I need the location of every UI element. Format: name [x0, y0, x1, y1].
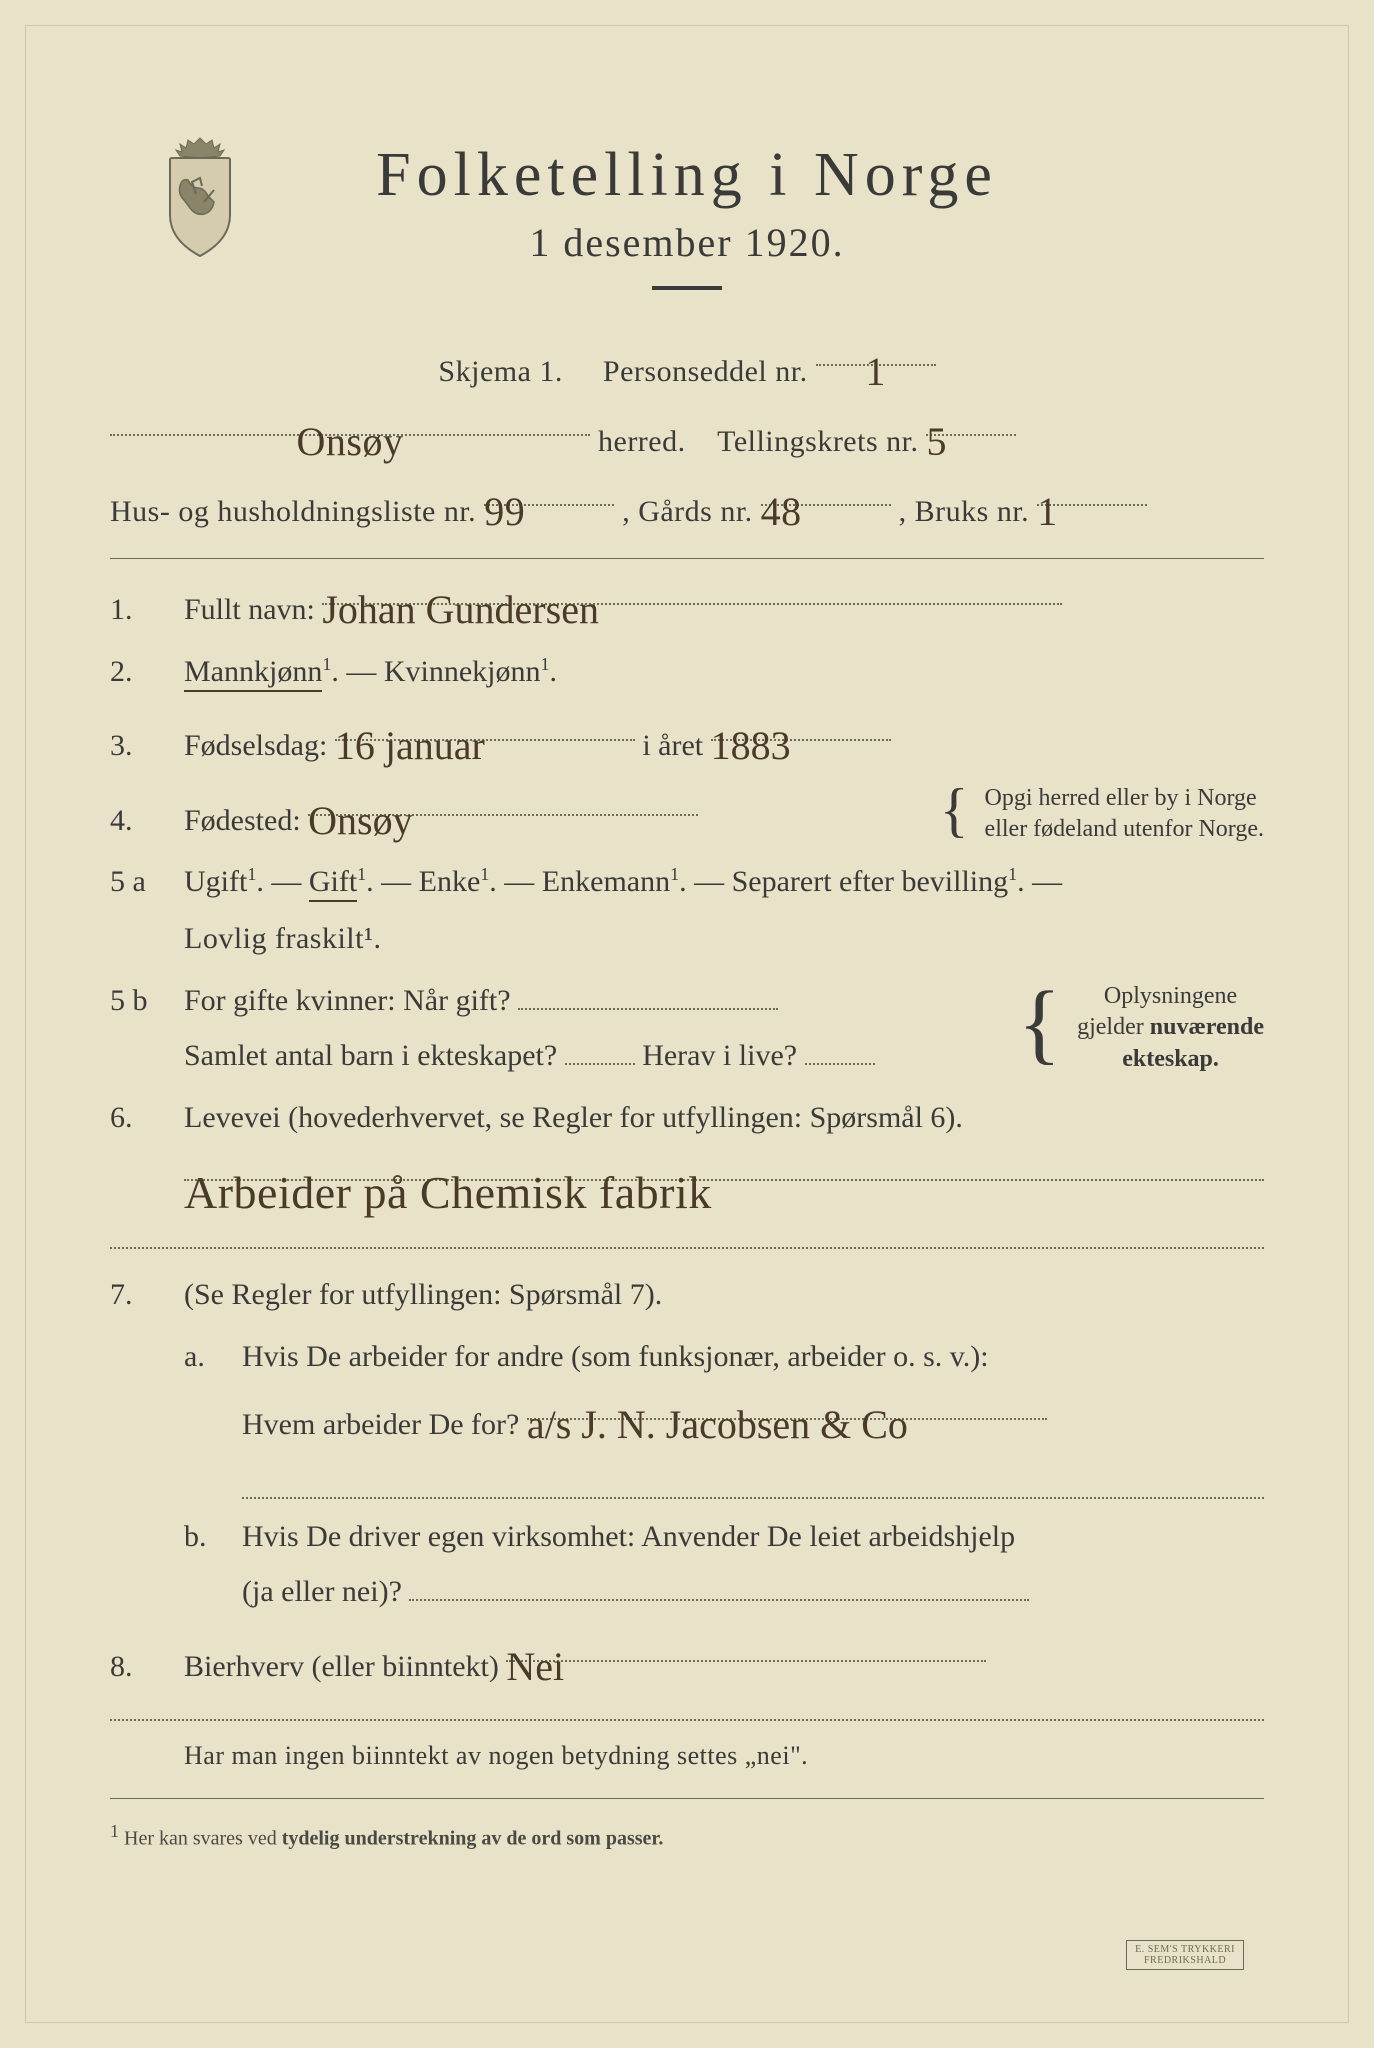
q7-row: 7. (Se Regler for utfyllingen: Spørsmål … — [110, 1267, 1264, 1323]
q3-day: 16 januar — [335, 723, 485, 768]
q6-num: 6. — [110, 1101, 166, 1135]
q5b-sidenote: Oplysningene gjelder nuværende ekteskap. — [1077, 981, 1264, 1075]
footer-separator — [110, 1798, 1264, 1799]
stamp-l2: FREDRIKSHALD — [1144, 1955, 1226, 1966]
header-separator — [110, 558, 1264, 559]
q1-label: Fullt navn: — [184, 593, 315, 626]
q2-num: 2. — [110, 655, 166, 689]
skjema-label: Skjema 1. — [438, 355, 563, 388]
herred-line: Onsøy herred. Tellingskrets nr. 5 — [110, 400, 1264, 470]
q2-sup2: 1 — [540, 654, 549, 674]
q6-label: Levevei (hovederhvervet, se Regler for u… — [184, 1101, 963, 1134]
q5a-row2: Lovlig fraskilt¹. — [110, 910, 1264, 967]
q1-row: 1. Fullt navn: Johan Gundersen — [110, 569, 1264, 638]
q2-sup1: 1 — [322, 654, 331, 674]
q5b-note3: ekteskap. — [1122, 1046, 1219, 1072]
q5a-gift: Gift — [309, 865, 357, 902]
q3-label: Fødselsdag: — [184, 729, 327, 762]
q7a-l2: Hvem arbeider De for? — [242, 1408, 519, 1441]
husliste-label: Hus- og husholdningsliste nr. — [110, 495, 476, 528]
printer-stamp: E. SEM'S TRYKKERI FREDRIKSHALD — [1126, 1940, 1244, 1970]
q5a-opts2: Lovlig fraskilt¹. — [184, 922, 381, 955]
q6-answer-line: Arbeider på Chemisk fabrik — [110, 1145, 1264, 1223]
q4-note1: Opgi herred eller by i Norge — [985, 785, 1257, 811]
q6-blank-line — [110, 1227, 1264, 1249]
footnote-text: 1 Her kan svares ved tydelig understrekn… — [110, 1821, 1264, 1851]
q4-num: 4. — [110, 804, 166, 838]
q3-row: 3. Fødselsdag: 16 januar i året 1883 — [110, 705, 1264, 774]
q7b-num: b. — [184, 1520, 224, 1554]
q7-label: (Se Regler for utfyllingen: Spørsmål 7). — [184, 1278, 662, 1311]
q5a-row: 5 a Ugift1. — Gift1. — Enke1. — Enkemann… — [110, 854, 1264, 910]
q5b-line2a: Samlet antal barn i ekteskapet? — [184, 1039, 557, 1072]
main-title: Folketelling i Norge — [110, 140, 1264, 211]
q5b-note1: Oplysningene — [1104, 983, 1237, 1009]
q6-row: 6. Levevei (hovederhvervet, se Regler fo… — [110, 1090, 1264, 1146]
sub-title: 1 desember 1920. — [110, 219, 1264, 266]
coat-of-arms-icon — [150, 130, 250, 260]
q8-blank — [110, 1698, 1264, 1720]
q7-num: 7. — [110, 1278, 166, 1312]
q7a-num: a. — [184, 1340, 224, 1374]
q5b-num: 5 b — [110, 984, 166, 1018]
q5a-num: 5 a — [110, 865, 166, 899]
q4-sidenote: Opgi herred eller by i Norge eller fødel… — [985, 783, 1264, 845]
q6-value: Arbeider på Chemisk fabrik — [184, 1167, 712, 1218]
husliste-nr: 99 — [484, 489, 525, 534]
q7b-row: b. Hvis De driver egen virksomhet: Anven… — [110, 1509, 1264, 1620]
personseddel-label: Personseddel nr. — [603, 355, 808, 388]
herred-value: Onsøy — [297, 419, 404, 464]
gards-label: , Gårds nr. — [622, 495, 752, 528]
q7b-l1: Hvis De driver egen virksomhet: Anvender… — [242, 1509, 1264, 1565]
bruks-label: , Bruks nr. — [899, 495, 1030, 528]
q7a-l1: Hvis De arbeider for andre (som funksjon… — [242, 1329, 1264, 1385]
q5b-line2b: Herav i live? — [642, 1039, 797, 1072]
q2-row: 2. Mannkjønn1. — Kvinnekjønn1. — [110, 644, 1264, 700]
tellingskrets-label: Tellingskrets nr. — [717, 425, 918, 458]
personseddel-nr: 1 — [865, 349, 886, 394]
q5b-line1: For gifte kvinner: Når gift? — [184, 984, 511, 1017]
q8-label: Bierhverv (eller biinntekt) — [184, 1650, 499, 1683]
stamp-l1: E. SEM'S TRYKKERI — [1135, 1944, 1235, 1955]
title-divider — [652, 286, 722, 290]
bruks-nr: 1 — [1037, 489, 1058, 534]
q8-value: Nei — [506, 1644, 564, 1689]
q3-year: 1883 — [711, 723, 791, 768]
q7b-l2: (ja eller nei)? — [242, 1575, 402, 1608]
gards-nr: 48 — [761, 489, 802, 534]
herred-label: herred. — [598, 425, 686, 458]
q5b-note2: gjelder nuværende — [1077, 1014, 1264, 1040]
footer-note: Har man ingen biinntekt av nogen betydni… — [110, 1731, 1264, 1780]
q3-num: 3. — [110, 729, 166, 763]
q7a-value: a/s J. N. Jacobsen & Co — [527, 1402, 908, 1447]
q4-note2: eller fødeland utenfor Norge. — [985, 816, 1264, 842]
q2-mann: Mannkjønn — [184, 655, 322, 692]
q5b-row: 5 b For gifte kvinner: Når gift? Samlet … — [110, 973, 1264, 1084]
q4-row: 4. Fødested: Onsøy { Opgi herred eller b… — [110, 780, 1264, 849]
q7a-blank — [242, 1457, 1264, 1499]
husliste-line: Hus- og husholdningsliste nr. 99 , Gårds… — [110, 470, 1264, 540]
q2-sep: . — — [331, 655, 384, 688]
form-header: Folketelling i Norge 1 desember 1920. — [110, 140, 1264, 290]
q3-year-label: i året — [642, 729, 703, 762]
q1-value: Johan Gundersen — [322, 587, 599, 632]
q4-label: Fødested: — [184, 804, 301, 837]
q8-num: 8. — [110, 1650, 166, 1684]
q8-row: 8. Bierhverv (eller biinntekt) Nei — [110, 1626, 1264, 1695]
skjema-line: Skjema 1. Personseddel nr. 1 — [110, 330, 1264, 400]
census-form-page: Folketelling i Norge 1 desember 1920. Sk… — [0, 0, 1374, 2048]
q4-value: Onsøy — [308, 798, 412, 843]
q2-kvinne: Kvinnekjønn — [384, 655, 541, 688]
q7a-row: a. Hvis De arbeider for andre (som funks… — [110, 1329, 1264, 1499]
tellingskrets-nr: 5 — [926, 419, 947, 464]
q1-num: 1. — [110, 593, 166, 627]
